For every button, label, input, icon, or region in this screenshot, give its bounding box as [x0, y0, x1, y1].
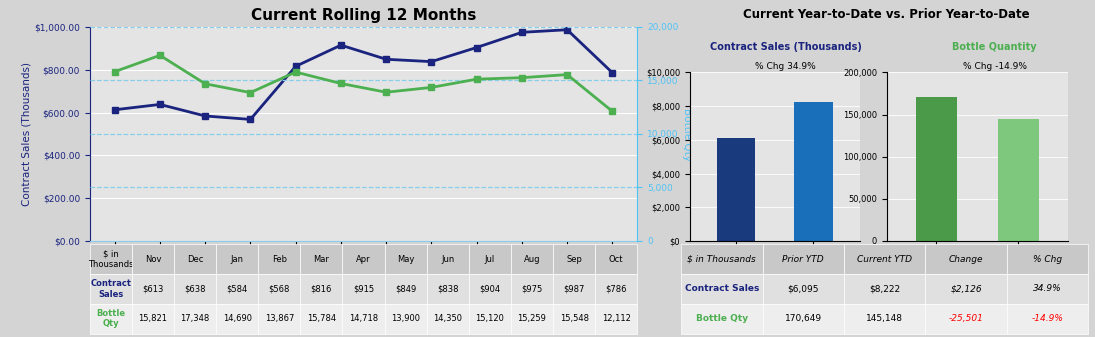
- Text: Current Year-to-Date vs. Prior Year-to-Date: Current Year-to-Date vs. Prior Year-to-D…: [742, 8, 1029, 22]
- Text: Bottle Quantity: Bottle Quantity: [953, 42, 1037, 52]
- Bar: [915, 97, 957, 241]
- Text: % Chg 34.9%: % Chg 34.9%: [756, 62, 816, 71]
- Y-axis label: Contract Sales (Thousands): Contract Sales (Thousands): [22, 62, 32, 206]
- Bar: [998, 119, 1039, 241]
- Bar: [794, 102, 832, 241]
- Text: Contract Sales (Thousands): Contract Sales (Thousands): [710, 42, 862, 52]
- Title: Current Rolling 12 Months: Current Rolling 12 Months: [251, 8, 476, 23]
- Y-axis label: Bottle Qty: Bottle Qty: [682, 108, 692, 160]
- Text: % Chg -14.9%: % Chg -14.9%: [963, 62, 1027, 71]
- Bar: [717, 138, 756, 241]
